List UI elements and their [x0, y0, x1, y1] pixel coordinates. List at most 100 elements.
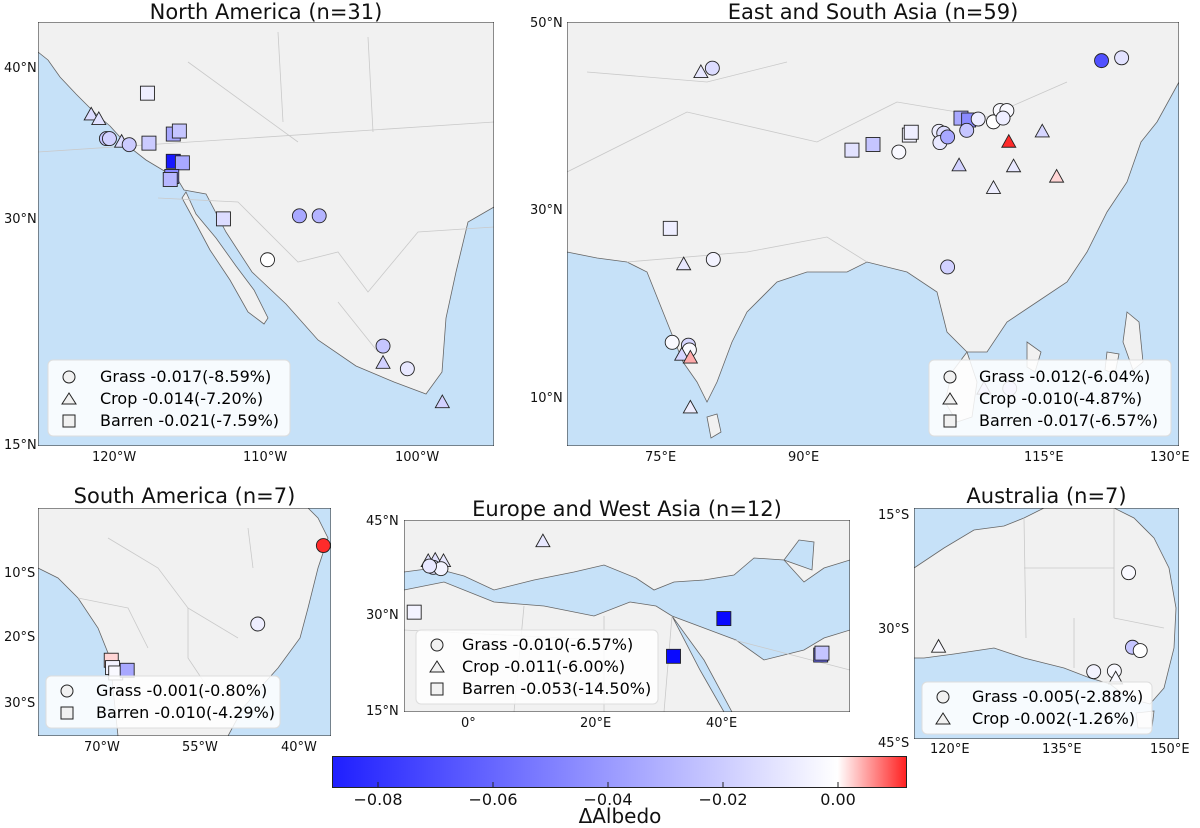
tick-label: 40°N [4, 61, 37, 76]
tick-label: 120°W [92, 450, 137, 465]
panel-title-europe-west-asia: Europe and West Asia (n=12) [472, 497, 782, 521]
legend-south-america: Grass -0.001(-0.80%) Barren -0.010(-4.29… [45, 675, 281, 729]
legend-label-grass: Grass -0.001(-0.80%) [96, 681, 267, 700]
site-marker-circle [1086, 664, 1102, 680]
site-marker-square [119, 662, 135, 678]
site-marker-square [215, 211, 231, 227]
site-marker-triangle [83, 106, 99, 121]
tick-label: 15°S [878, 508, 910, 523]
legend-label-barren: Barren -0.010(-4.29%) [96, 703, 275, 722]
site-marker-circle [1094, 53, 1109, 69]
legend-label-grass: Grass -0.010(-6.57%) [462, 635, 633, 654]
site-marker-triangle [91, 110, 107, 125]
panel-title-south-america: South America (n=7) [73, 484, 296, 508]
site-marker-circle [315, 538, 331, 554]
site-marker-triangle [375, 354, 391, 369]
map-south-america: Grass -0.001(-0.80%) Barren -0.010(-4.29… [38, 508, 331, 736]
panel-title-east-south-asia: East and South Asia (n=59) [727, 0, 1019, 24]
colorbar [332, 756, 907, 788]
site-marker-circle [940, 129, 956, 145]
site-marker-square [406, 604, 422, 620]
legend-triangle-icon [61, 392, 77, 405]
legend-north-america: Grass -0.017(-8.59%) Crop -0.014(-7.20%)… [47, 359, 291, 437]
tick-label: 30°S [4, 696, 36, 711]
site-marker-triangle [1001, 133, 1017, 148]
tick-label: 55°W [182, 740, 218, 755]
legend-label-grass: Grass -0.005(-2.88%) [972, 687, 1143, 706]
panel-title-north-america: North America (n=31) [149, 0, 383, 24]
tick-label: 115°E [1024, 450, 1064, 465]
site-marker-triangle [1034, 123, 1051, 138]
legend-east-south-asia: Grass -0.012(-6.04%) Crop -0.010(-4.87%)… [928, 359, 1172, 437]
site-marker-circle [940, 259, 956, 275]
colorbar-tick-label: −0.04 [583, 790, 633, 809]
tick-label: 90°E [788, 450, 820, 465]
site-marker-circle [399, 361, 415, 377]
tick-label: 120°E [930, 742, 970, 757]
legend-circle-icon [943, 370, 957, 384]
site-marker-square [162, 172, 178, 187]
legend-triangle-icon [935, 712, 951, 725]
site-marker-circle [705, 251, 721, 267]
site-marker-triangle [985, 179, 1002, 194]
site-marker-circle [121, 137, 137, 153]
tick-label: 20°S [4, 630, 36, 645]
legend-australia: Grass -0.005(-2.88%) Crop -0.002(-1.26%) [921, 681, 1153, 735]
site-marker-square [844, 142, 860, 158]
site-marker-triangle [930, 638, 947, 653]
legend-square-icon [62, 414, 76, 428]
site-marker-triangle [673, 346, 690, 361]
legend-europe-west-asia: Grass -0.010(-6.57%) Crop -0.011(-6.00%)… [415, 629, 659, 705]
site-marker-circle [664, 334, 680, 350]
tick-label: 110°W [243, 450, 288, 465]
legend-triangle-icon [942, 392, 958, 405]
legend-label-barren: Barren -0.021(-7.59%) [100, 411, 279, 430]
site-marker-circle [704, 60, 720, 76]
colorbar-label: ΔAlbedo [578, 804, 662, 828]
site-marker-triangle [682, 349, 699, 364]
site-marker-circle [891, 144, 907, 160]
tick-label: 15°N [4, 438, 37, 453]
site-marker-triangle [1048, 168, 1065, 183]
colorbar-tick-label: −0.02 [698, 790, 748, 809]
tick-label: 100°W [395, 450, 440, 465]
legend-circle-icon [936, 690, 950, 704]
tick-label: 0° [461, 716, 476, 731]
legend-circle-icon [62, 370, 76, 384]
tick-label: 15°N [366, 704, 399, 719]
legend-square-icon [430, 682, 444, 696]
site-marker-triangle [675, 256, 692, 271]
tick-label: 10°S [4, 566, 36, 581]
legend-circle-icon [60, 684, 74, 698]
colorbar-tick-label: −0.08 [353, 790, 403, 809]
colorbar-tick-label: 0.00 [820, 790, 856, 809]
colorbar-tick-label: −0.06 [468, 790, 518, 809]
tick-label: 150°E [1150, 742, 1190, 757]
tick-label: 30°N [4, 212, 37, 227]
legend-label-crop: Crop -0.002(-1.26%) [972, 709, 1135, 728]
tick-label: 75°E [645, 450, 677, 465]
tick-label: 30°S [878, 622, 910, 637]
tick-label: 45°N [366, 514, 399, 529]
site-marker-circle [375, 338, 391, 354]
site-marker-circle [422, 558, 437, 574]
tick-label: 10°N [530, 391, 563, 406]
site-marker-circle [970, 111, 986, 127]
tick-label: 135°E [1042, 742, 1082, 757]
site-marker-square [174, 155, 190, 171]
site-marker-square [139, 85, 155, 101]
legend-label-crop: Crop -0.014(-7.20%) [100, 389, 263, 408]
site-marker-circle [1132, 643, 1148, 659]
tick-label: 45°S [878, 736, 910, 751]
legend-label-barren: Barren -0.053(-14.50%) [462, 679, 651, 698]
site-marker-triangle [951, 157, 967, 172]
legend-label-crop: Crop -0.010(-4.87%) [979, 389, 1142, 408]
map-europe-west-asia: Grass -0.010(-6.57%) Crop -0.011(-6.00%)… [404, 520, 850, 712]
tick-label: 30°N [530, 203, 563, 218]
site-marker-square [903, 124, 919, 140]
site-marker-circle [101, 131, 117, 147]
tick-label: 40°W [281, 740, 317, 755]
site-marker-circle [959, 122, 975, 138]
tick-label: 130°E [1150, 450, 1190, 465]
site-marker-square [814, 645, 830, 661]
